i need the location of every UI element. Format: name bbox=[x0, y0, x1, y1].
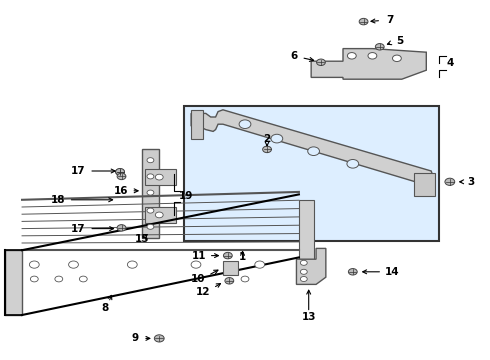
Circle shape bbox=[359, 18, 368, 25]
Circle shape bbox=[223, 252, 232, 259]
Circle shape bbox=[147, 208, 154, 213]
Circle shape bbox=[445, 178, 455, 185]
Text: 16: 16 bbox=[114, 186, 129, 196]
Bar bbox=[145, 169, 176, 185]
Circle shape bbox=[308, 147, 319, 156]
Circle shape bbox=[263, 146, 271, 153]
Circle shape bbox=[317, 59, 325, 66]
Text: 7: 7 bbox=[386, 15, 393, 25]
Circle shape bbox=[117, 173, 126, 180]
Circle shape bbox=[300, 269, 307, 274]
Bar bbox=[184, 106, 439, 241]
Circle shape bbox=[147, 224, 154, 229]
Circle shape bbox=[69, 261, 78, 268]
Circle shape bbox=[117, 225, 126, 231]
Text: 12: 12 bbox=[196, 287, 211, 297]
Text: 18: 18 bbox=[50, 195, 65, 205]
Circle shape bbox=[147, 174, 154, 179]
Text: 19: 19 bbox=[179, 191, 194, 201]
Text: 17: 17 bbox=[71, 224, 86, 234]
Circle shape bbox=[155, 212, 163, 218]
Text: 6: 6 bbox=[291, 51, 297, 61]
Circle shape bbox=[300, 260, 307, 265]
Circle shape bbox=[239, 120, 251, 129]
Text: 5: 5 bbox=[396, 36, 403, 46]
Text: 2: 2 bbox=[264, 134, 270, 144]
Text: 15: 15 bbox=[135, 234, 149, 244]
Text: 14: 14 bbox=[385, 267, 399, 277]
Text: 13: 13 bbox=[301, 312, 316, 322]
Polygon shape bbox=[191, 110, 203, 139]
Circle shape bbox=[79, 276, 87, 282]
Circle shape bbox=[300, 276, 307, 282]
Circle shape bbox=[154, 335, 164, 342]
Bar bbox=[145, 207, 176, 223]
Polygon shape bbox=[311, 49, 426, 79]
Circle shape bbox=[30, 276, 38, 282]
Circle shape bbox=[55, 276, 63, 282]
Circle shape bbox=[155, 174, 163, 180]
Polygon shape bbox=[191, 110, 434, 189]
Circle shape bbox=[347, 53, 356, 59]
Circle shape bbox=[271, 134, 283, 143]
Text: 11: 11 bbox=[192, 251, 206, 261]
Bar bbox=[223, 261, 238, 275]
Polygon shape bbox=[299, 200, 314, 263]
Bar bbox=[142, 149, 159, 238]
Circle shape bbox=[347, 159, 359, 168]
Text: 3: 3 bbox=[468, 177, 475, 187]
Circle shape bbox=[241, 276, 249, 282]
Circle shape bbox=[116, 169, 124, 175]
Circle shape bbox=[127, 261, 137, 268]
Text: 4: 4 bbox=[446, 58, 454, 68]
Circle shape bbox=[147, 190, 154, 195]
Circle shape bbox=[147, 158, 154, 163]
Circle shape bbox=[191, 261, 201, 268]
Text: 10: 10 bbox=[191, 274, 206, 284]
Text: 1: 1 bbox=[239, 252, 246, 262]
Circle shape bbox=[375, 44, 384, 50]
Bar bbox=[414, 173, 435, 196]
Text: 17: 17 bbox=[71, 166, 86, 176]
Text: 8: 8 bbox=[102, 303, 109, 313]
Polygon shape bbox=[296, 248, 326, 284]
Circle shape bbox=[225, 278, 234, 284]
Circle shape bbox=[348, 269, 357, 275]
Polygon shape bbox=[5, 250, 22, 315]
Circle shape bbox=[255, 261, 265, 268]
Circle shape bbox=[392, 55, 401, 62]
Circle shape bbox=[368, 53, 377, 59]
Circle shape bbox=[29, 261, 39, 268]
Text: 9: 9 bbox=[131, 333, 138, 343]
Circle shape bbox=[116, 168, 124, 175]
